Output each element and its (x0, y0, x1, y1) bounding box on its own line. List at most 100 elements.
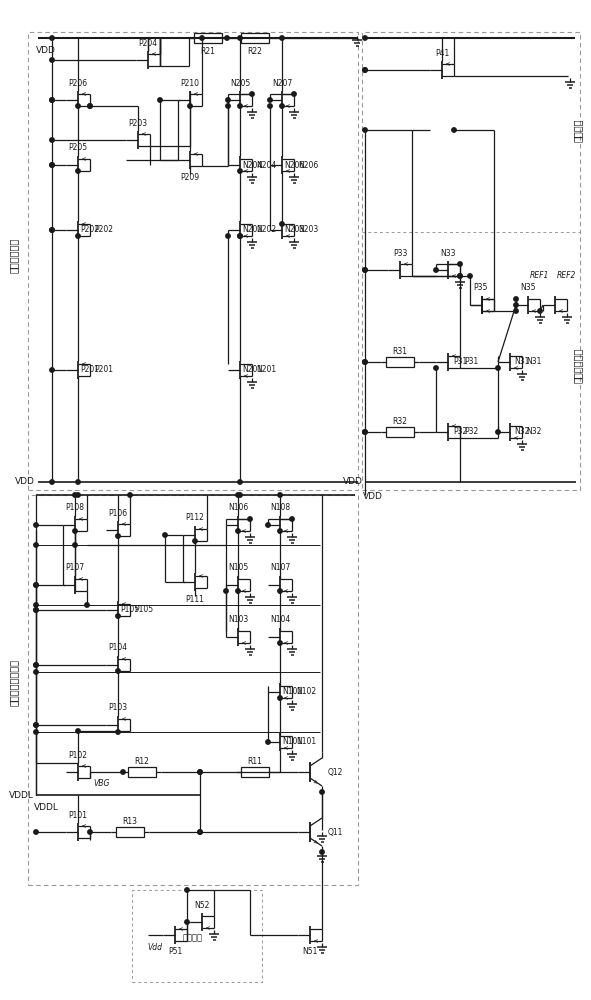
Circle shape (188, 104, 192, 108)
Circle shape (76, 493, 80, 497)
Text: N31: N31 (526, 358, 541, 366)
Circle shape (85, 603, 89, 607)
Circle shape (363, 430, 367, 434)
Text: P107: P107 (66, 564, 85, 572)
Text: VDD: VDD (343, 478, 363, 487)
Circle shape (238, 480, 242, 484)
Bar (116, 827, 144, 837)
Text: P51: P51 (168, 948, 182, 956)
Circle shape (76, 104, 80, 108)
Circle shape (238, 234, 242, 238)
Text: N202: N202 (242, 226, 262, 234)
Text: N107: N107 (270, 564, 290, 572)
Text: P206: P206 (69, 79, 87, 88)
Text: N207: N207 (272, 79, 292, 88)
Text: N103: N103 (228, 615, 248, 624)
Text: Q11: Q11 (328, 828, 343, 836)
Text: P105: P105 (134, 605, 153, 614)
Text: P202: P202 (80, 226, 99, 234)
Circle shape (458, 262, 462, 266)
Text: P209: P209 (180, 172, 200, 182)
Circle shape (185, 920, 189, 924)
Circle shape (363, 68, 367, 72)
Text: N202: N202 (256, 226, 276, 234)
Text: N105: N105 (228, 564, 248, 572)
Text: P33: P33 (393, 248, 407, 257)
Circle shape (88, 104, 92, 108)
Circle shape (468, 274, 472, 278)
Circle shape (34, 663, 38, 667)
Circle shape (320, 850, 324, 854)
Bar (128, 767, 156, 777)
Circle shape (363, 360, 367, 364)
Circle shape (73, 529, 77, 533)
Bar (241, 33, 269, 43)
Circle shape (236, 529, 240, 533)
Text: P104: P104 (108, 644, 128, 652)
Text: P32: P32 (464, 428, 478, 436)
Text: N203: N203 (298, 226, 318, 234)
Circle shape (363, 68, 367, 72)
Circle shape (320, 790, 324, 794)
Text: REF1: REF1 (530, 270, 550, 279)
Text: N33: N33 (440, 248, 456, 257)
Text: N101: N101 (282, 738, 302, 746)
Circle shape (88, 104, 92, 108)
Circle shape (116, 614, 120, 618)
Text: Vdd: Vdd (148, 944, 163, 952)
Circle shape (50, 98, 54, 102)
Text: N104: N104 (270, 615, 290, 624)
Circle shape (458, 274, 462, 278)
Text: VDDL: VDDL (34, 803, 59, 812)
Circle shape (238, 104, 242, 108)
Circle shape (226, 234, 230, 238)
Text: REF2: REF2 (557, 270, 576, 279)
Text: P205: P205 (69, 143, 87, 152)
Text: N32: N32 (526, 428, 541, 436)
Circle shape (34, 543, 38, 547)
Circle shape (236, 493, 240, 497)
Circle shape (434, 366, 438, 370)
Text: R22: R22 (248, 46, 262, 55)
Circle shape (50, 228, 54, 232)
Text: R12: R12 (135, 756, 150, 766)
Circle shape (34, 663, 38, 667)
Circle shape (50, 98, 54, 102)
Text: N102: N102 (282, 688, 302, 696)
Circle shape (73, 543, 77, 547)
Circle shape (50, 228, 54, 232)
Text: R21: R21 (200, 46, 216, 55)
Text: N201: N201 (256, 365, 276, 374)
Circle shape (538, 309, 542, 313)
Bar (386, 357, 414, 367)
Circle shape (50, 163, 54, 167)
Circle shape (76, 234, 80, 238)
Bar (362, 32, 580, 490)
Text: N206: N206 (284, 160, 304, 169)
Circle shape (50, 368, 54, 372)
Text: VDD: VDD (15, 478, 35, 487)
Bar (132, 890, 262, 982)
Text: P106: P106 (108, 508, 128, 518)
Circle shape (34, 723, 38, 727)
Circle shape (226, 98, 230, 102)
Circle shape (73, 493, 77, 497)
Text: N108: N108 (270, 504, 290, 512)
Circle shape (292, 92, 296, 96)
Circle shape (363, 128, 367, 132)
Circle shape (280, 36, 284, 40)
Circle shape (34, 603, 38, 607)
Circle shape (116, 534, 120, 538)
Text: N204: N204 (242, 160, 262, 169)
Text: P108: P108 (66, 504, 85, 512)
Circle shape (266, 740, 270, 744)
Circle shape (116, 730, 120, 734)
Circle shape (363, 36, 367, 40)
Text: R31: R31 (392, 347, 408, 356)
Text: P41: P41 (435, 48, 449, 57)
Circle shape (250, 92, 254, 96)
Text: N31: N31 (514, 358, 530, 366)
Circle shape (280, 104, 284, 108)
Text: N101: N101 (296, 738, 316, 746)
Text: P35: P35 (473, 284, 487, 292)
